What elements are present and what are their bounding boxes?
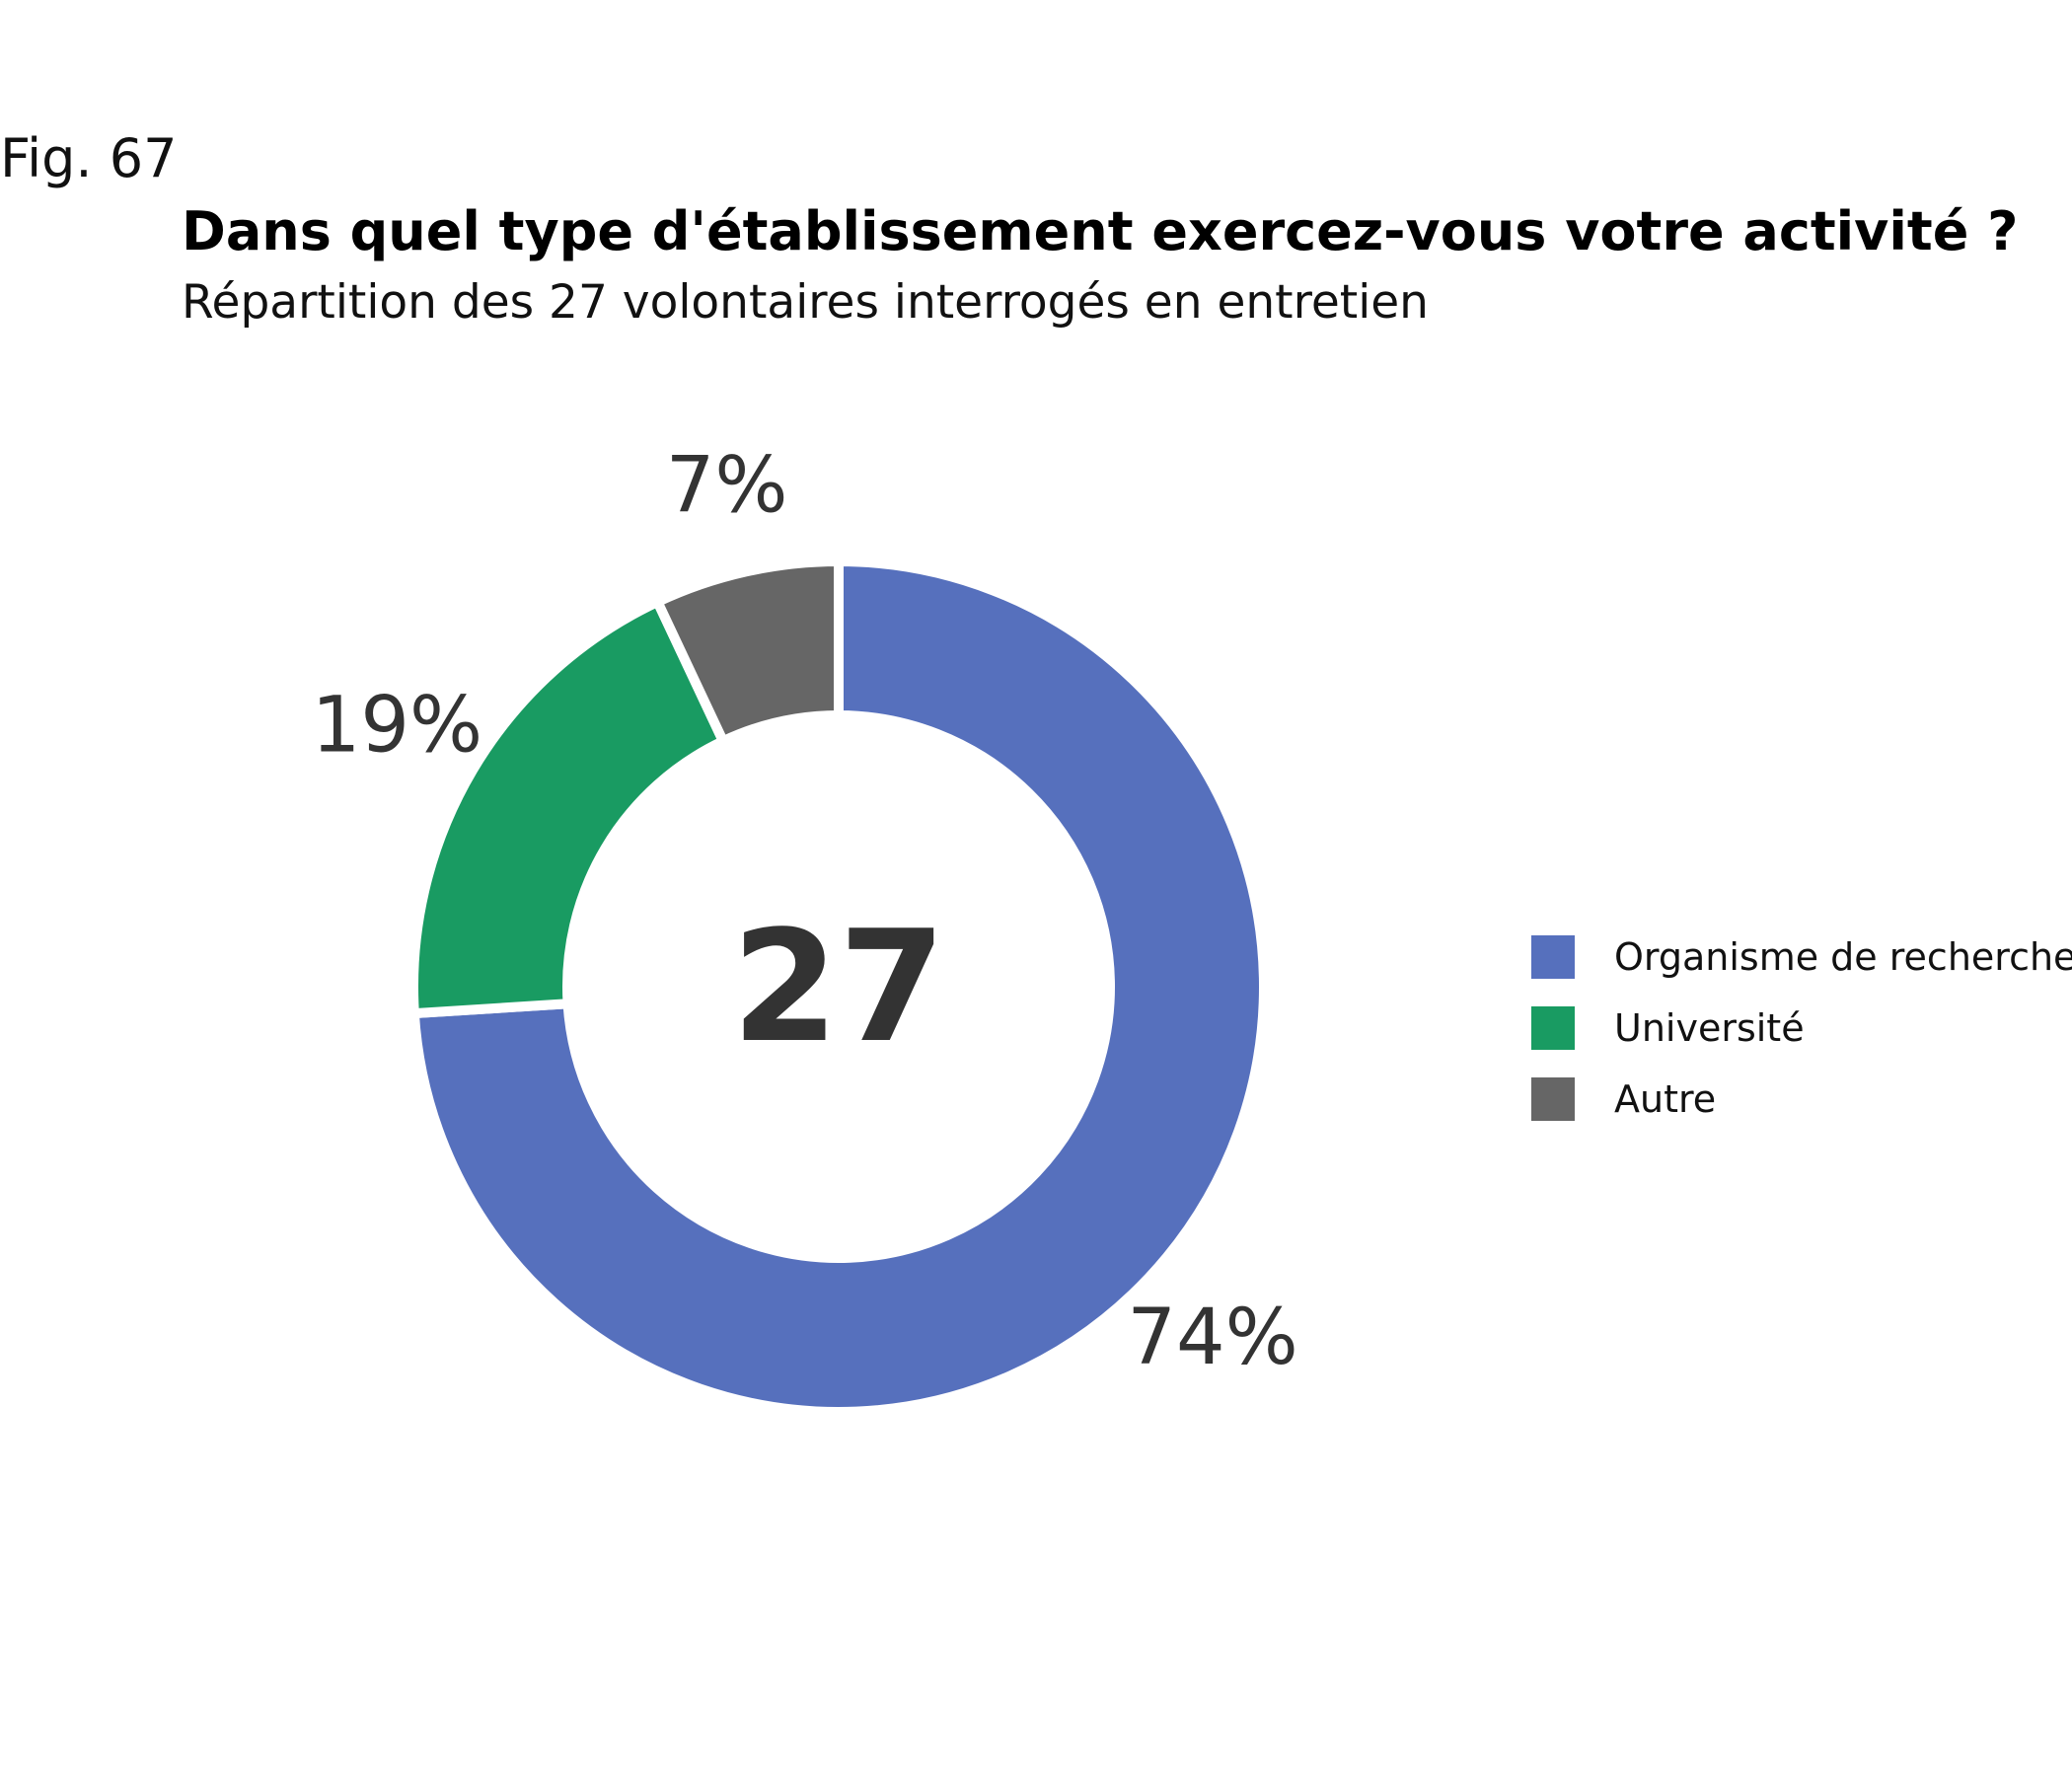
- legend-swatch: [1531, 935, 1575, 979]
- slice-organisme: [408, 555, 1269, 1417]
- data-label-universite: 19%: [312, 681, 482, 770]
- data-label-organisme: 74%: [1127, 1294, 1297, 1382]
- chart-subtitle: Répartition des 27 volontaires interrogé…: [182, 275, 1429, 330]
- legend-swatch: [1531, 1077, 1575, 1121]
- chart-title: Dans quel type d'établissement exercez-v…: [182, 200, 2019, 262]
- donut-center-total: 27: [731, 897, 945, 1076]
- legend-label: Organisme de recherche: [1614, 935, 2072, 979]
- legend-swatch: [1531, 1006, 1575, 1050]
- donut-slices: [408, 555, 1269, 1417]
- donut-data-labels: 74% 19% 7%: [312, 442, 1298, 1382]
- slice-universite: [408, 595, 730, 1019]
- legend-label: Université: [1614, 1006, 1805, 1050]
- slice-autre: [650, 555, 844, 748]
- figure-number: Fig. 67: [0, 127, 178, 189]
- data-label-autre: 7%: [666, 442, 788, 531]
- legend-label: Autre: [1614, 1077, 1717, 1121]
